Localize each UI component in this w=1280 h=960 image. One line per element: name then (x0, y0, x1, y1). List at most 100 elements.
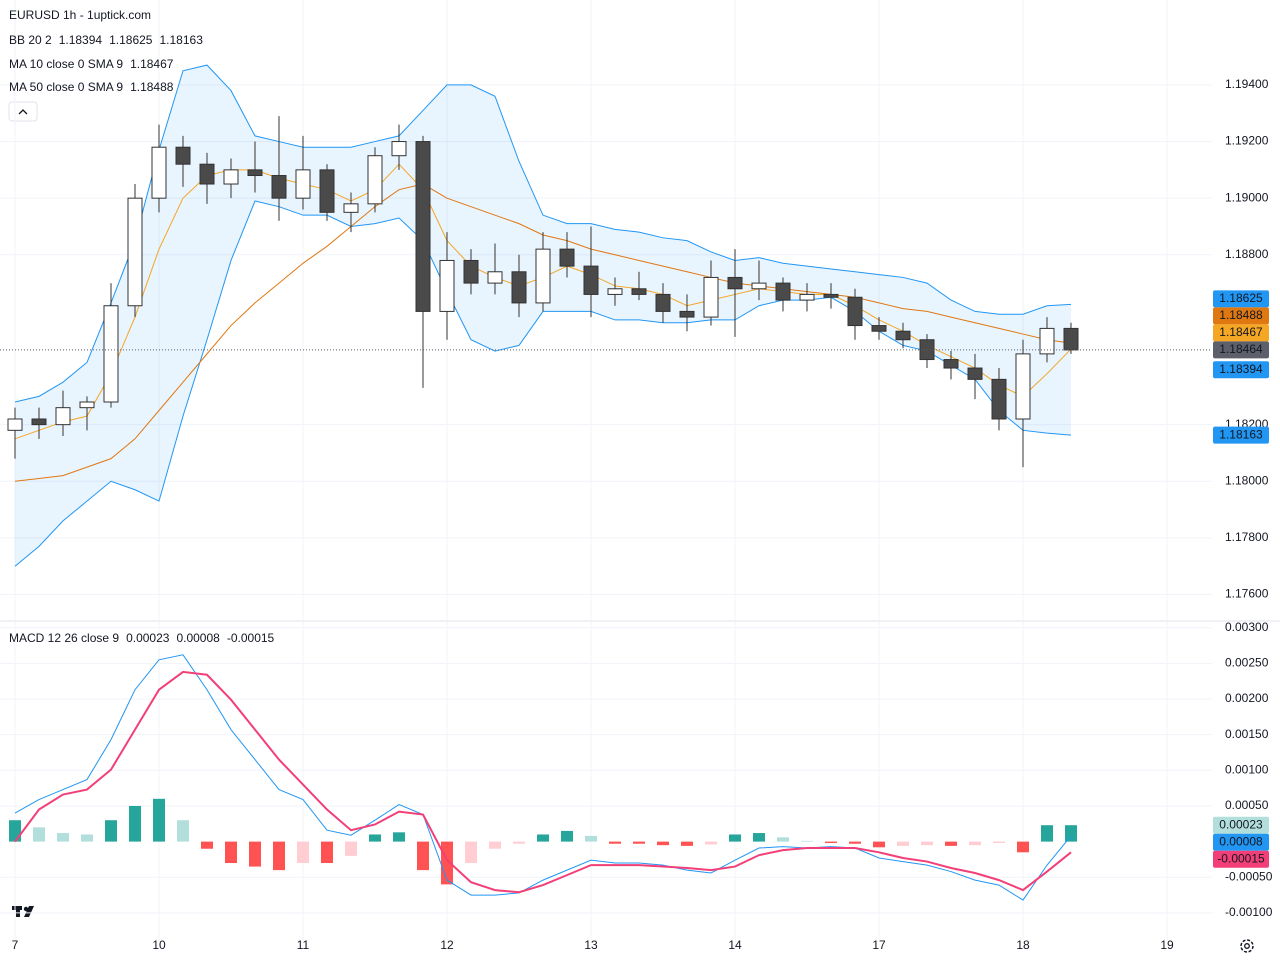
candle-body (295, 169, 311, 199)
gear-icon[interactable] (1240, 939, 1254, 953)
y-tick-label: 1.17600 (1225, 587, 1269, 601)
histogram-bar (849, 841, 861, 844)
x-tick-label: 13 (584, 938, 598, 952)
histogram-bar (249, 841, 261, 867)
candle-body (1039, 327, 1055, 355)
candle-body (367, 155, 383, 205)
band-line (14, 200, 1072, 567)
candle-body (391, 141, 407, 157)
candle-body (1015, 353, 1031, 420)
candle-body (727, 276, 743, 290)
candle-body (559, 248, 575, 267)
button-frame[interactable] (8, 101, 38, 122)
histogram-bar (537, 834, 549, 842)
candle-body (631, 288, 647, 295)
logo-part (16, 906, 20, 917)
candle-body (199, 163, 215, 185)
candle-body (415, 141, 431, 312)
histogram-bar (153, 798, 165, 842)
axis-value-label: 0.00008 (1219, 834, 1263, 848)
collapse-button[interactable] (8, 101, 38, 122)
gear-icon[interactable] (1244, 943, 1250, 949)
histogram-bar (105, 820, 117, 842)
y-tick-label: -0.00100 (1225, 905, 1273, 919)
histogram-bar (273, 841, 285, 871)
candle-body (991, 378, 1007, 420)
candle-body (679, 310, 695, 318)
x-tick-label: 10 (152, 938, 166, 952)
histogram-bar (321, 841, 333, 863)
axis-value-label: 0.00023 (1219, 817, 1263, 831)
histogram-bar (345, 841, 357, 856)
legend-value: 1.18488 (130, 80, 174, 94)
logo (12, 906, 34, 917)
x-tick-label: 11 (297, 938, 310, 952)
candle-body (7, 418, 23, 431)
x-tick-label: 14 (728, 938, 742, 952)
y-tick-label: -0.00050 (1225, 869, 1273, 883)
chevron-icon[interactable] (18, 109, 28, 115)
axis-label-bg (1213, 426, 1269, 444)
histogram-bar (489, 841, 501, 849)
axis-label-bg (1213, 816, 1269, 834)
y-tick-label: 0.00100 (1225, 762, 1269, 776)
axis-value-label: 1.18394 (1219, 362, 1263, 376)
x-tick-label: 18 (1016, 938, 1030, 952)
histogram-bar (681, 841, 693, 846)
histogram-bar (177, 820, 189, 842)
histogram-bar (777, 837, 789, 842)
histogram-bar (825, 841, 837, 844)
band-line (14, 64, 1072, 403)
legend-value: 1.18625 (109, 33, 153, 47)
candle-body (943, 359, 959, 369)
legend-value: 0.00023 (126, 631, 170, 645)
candle-body (607, 288, 623, 295)
legend-label: MA 10 close 0 SMA 9 (9, 57, 123, 71)
histogram-bar (945, 841, 957, 846)
candle-body (583, 265, 599, 295)
settings-button[interactable] (1240, 939, 1254, 953)
histogram-bar (33, 827, 45, 842)
histogram-bar (705, 841, 717, 845)
legend-label: BB 20 2 (9, 33, 52, 47)
histogram-bar (921, 841, 933, 846)
legend-value: 1.18467 (130, 57, 174, 71)
histogram-bar (801, 840, 813, 842)
signal-line (14, 670, 1072, 894)
axis-label-bg (1213, 307, 1269, 325)
histogram-bar (897, 841, 909, 846)
candle-body (343, 203, 359, 213)
legend-value: 1.18394 (59, 33, 103, 47)
candle-body (463, 259, 479, 284)
candle-body (271, 175, 287, 199)
candle-body (223, 169, 239, 185)
histogram-bar (1017, 841, 1029, 853)
legend-value: -0.00015 (227, 631, 275, 645)
candle-body (847, 296, 863, 327)
y-tick-label: 1.19400 (1225, 77, 1269, 91)
axis-label-bg (1213, 833, 1269, 851)
candle-body (967, 367, 983, 380)
histogram-bar (225, 841, 237, 863)
axis-value-label: 1.18488 (1219, 308, 1263, 322)
histogram-bar (129, 805, 141, 842)
histogram-bar (969, 841, 981, 846)
legend-value: 1.18163 (159, 33, 203, 47)
histogram-bar (585, 835, 597, 842)
y-tick-label: 0.00250 (1225, 656, 1269, 670)
candle-body (31, 418, 47, 426)
histogram-bar (9, 820, 21, 842)
histogram-bar (513, 841, 525, 844)
chart-title: EURUSD 1h - 1uptick.com (9, 8, 151, 22)
candle-body (487, 271, 503, 284)
histogram-bar (561, 830, 573, 842)
candle-body (895, 330, 911, 341)
histogram-bar (1041, 825, 1053, 842)
candle-body (1063, 327, 1079, 351)
legend-value: 0.00008 (176, 631, 220, 645)
axis-label-bg (1213, 341, 1269, 359)
histogram-bar (993, 841, 1005, 844)
candle-body (79, 401, 95, 409)
candle-body (151, 146, 167, 199)
logo-part (23, 906, 29, 912)
